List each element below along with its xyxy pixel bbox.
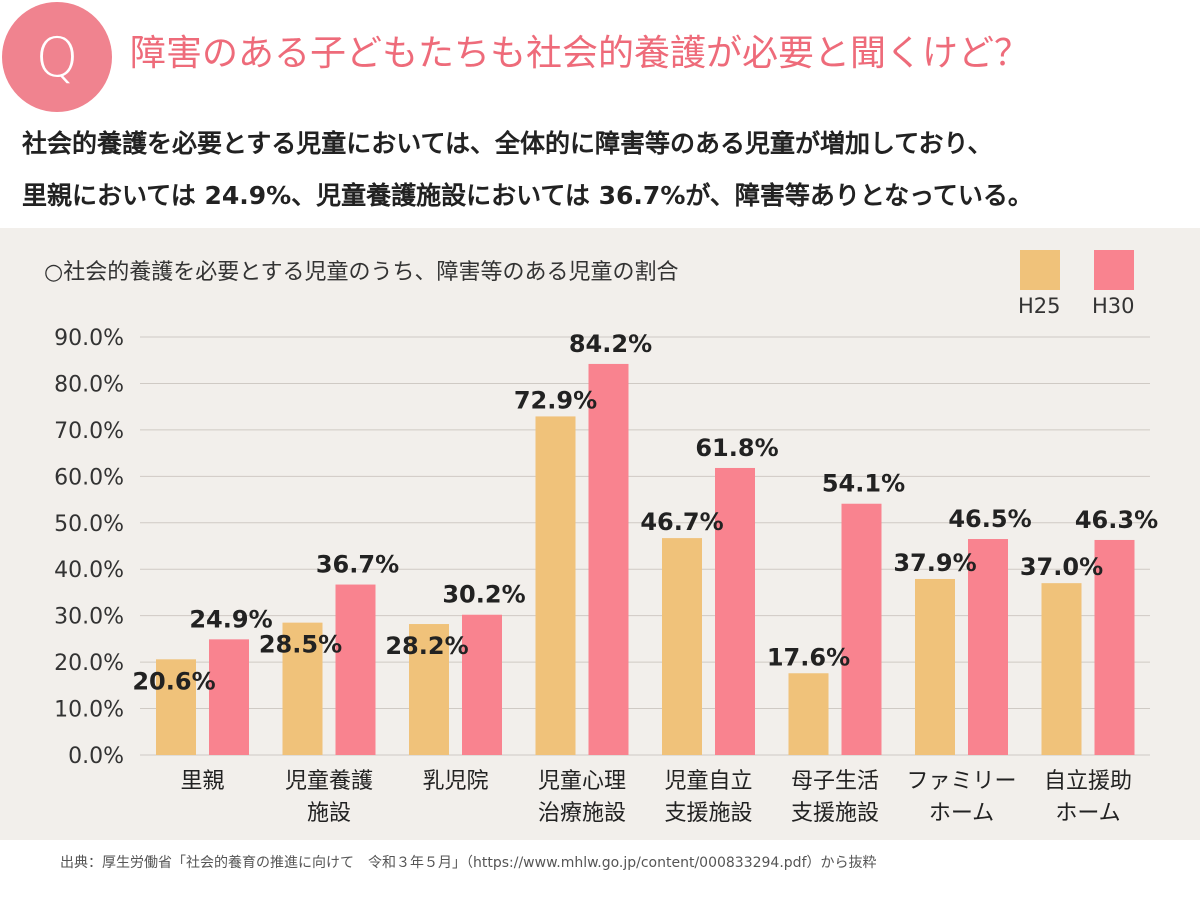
- question-badge: Q: [2, 2, 112, 112]
- data-label-h25: 28.2%: [385, 632, 468, 660]
- data-label-h25: 37.9%: [893, 549, 976, 577]
- y-tick-label: 40.0%: [54, 558, 124, 583]
- bar-h25: [1041, 583, 1082, 755]
- category-label: 母子生活: [791, 769, 879, 794]
- data-label-h30: 61.8%: [695, 434, 778, 462]
- category-label: 乳児院: [422, 769, 488, 794]
- y-tick-label: 80.0%: [54, 372, 124, 397]
- summary-text: 社会的養護を必要とする児童においては、全体的に障害等のある児童が増加しており、 …: [22, 118, 1192, 222]
- category-label: ホーム: [929, 801, 994, 826]
- data-label-h30: 30.2%: [442, 581, 525, 609]
- category-label: 施設: [307, 801, 351, 826]
- bar-h30: [968, 539, 1008, 755]
- page-title: 障害のある子どもたちも社会的養護が必要と聞くけど？: [130, 33, 1031, 74]
- data-label-h30: 84.2%: [569, 330, 652, 358]
- bar-h25: [788, 673, 829, 755]
- y-tick-label: 70.0%: [54, 419, 124, 444]
- category-label: ファミリー: [906, 769, 1016, 794]
- bar-h25: [915, 578, 955, 755]
- data-label-h25: 17.6%: [767, 643, 850, 671]
- bar-h30: [715, 467, 755, 755]
- chart-title: ○社会的養護を必要とする児童のうち、障害等のある児童の割合: [44, 260, 679, 285]
- bar-h30: [841, 503, 882, 755]
- bar-h25: [282, 622, 323, 755]
- data-label-h25: 20.6%: [132, 667, 215, 695]
- bar-chart: 0.0% 10.0% 20.0% 30.0% 40.0% 50.0% 60.0% 70.0% 8…: [54, 326, 1158, 826]
- data-label-h25: 28.5%: [259, 631, 342, 659]
- bar-h25: [662, 538, 702, 755]
- bar-h30: [462, 614, 502, 755]
- legend-label-h25: H25: [1018, 294, 1061, 318]
- data-label-h30: 36.7%: [316, 551, 399, 579]
- category-label: ホーム: [1055, 801, 1120, 826]
- source-citation: 出典：厚生労働省「社会的養育の推進に向けて 令和３年５月」（https://ww…: [60, 855, 877, 871]
- summary-line-1: 社会的養護を必要とする児童においては、全体的に障害等のある児童が増加しており、: [22, 129, 993, 158]
- data-label-h25: 37.0%: [1020, 553, 1103, 581]
- legend-swatch-h25: [1020, 250, 1060, 290]
- data-label-h30: 24.9%: [189, 605, 272, 633]
- summary-line-2: 里親においては 24.9%、児童養護施設においては 36.7%が、障害等ありとな…: [22, 181, 1033, 210]
- category-label: 自立援助: [1044, 769, 1132, 794]
- category-label: 里親: [180, 769, 224, 794]
- y-tick-label: 10.0%: [54, 698, 124, 723]
- legend-label-h30: H30: [1092, 294, 1135, 318]
- y-tick-label: 30.0%: [54, 605, 124, 630]
- category-label: 児童心理: [538, 769, 626, 794]
- y-tick-label: 0.0%: [68, 744, 124, 769]
- category-label: 治療施設: [538, 801, 626, 826]
- bar-h25: [409, 624, 449, 755]
- data-label-h25: 72.9%: [514, 386, 597, 414]
- y-tick-label: 50.0%: [54, 512, 124, 537]
- bar-h25: [156, 659, 196, 755]
- category-label: 児童自立: [664, 769, 752, 794]
- data-label-h25: 46.7%: [640, 508, 723, 536]
- bar-h30: [209, 639, 249, 755]
- data-label-h30: 46.3%: [1075, 506, 1158, 534]
- category-label: 支援施設: [664, 801, 752, 826]
- category-label: 支援施設: [791, 801, 879, 826]
- data-label-h30: 54.1%: [822, 470, 905, 498]
- bar-h30: [335, 584, 376, 755]
- bar-h30: [1094, 539, 1135, 755]
- bar-h25: [535, 416, 576, 755]
- legend-swatch-h30: [1094, 250, 1134, 290]
- category-label: 児童養護: [285, 769, 373, 794]
- y-tick-label: 60.0%: [54, 465, 124, 490]
- y-tick-label: 20.0%: [54, 651, 124, 676]
- data-label-h30: 46.5%: [948, 505, 1031, 533]
- y-tick-label: 90.0%: [54, 326, 124, 351]
- bar-h30: [588, 363, 629, 755]
